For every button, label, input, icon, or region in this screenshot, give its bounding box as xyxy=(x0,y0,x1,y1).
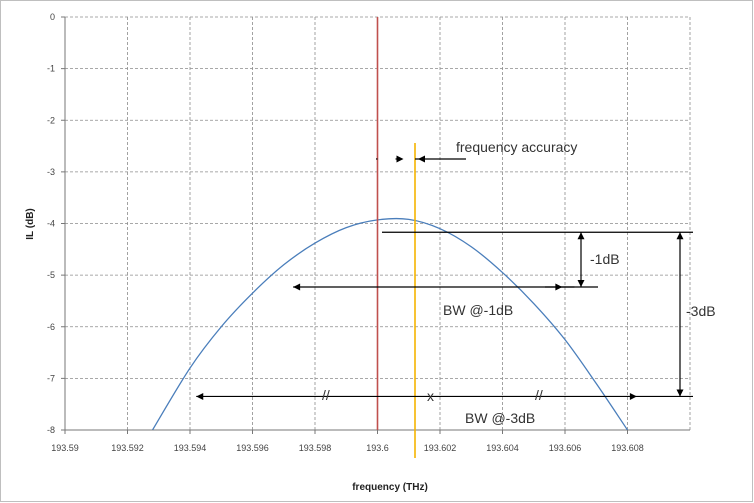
minus-1db-label: -1dB xyxy=(590,251,620,267)
x-tick-label: 193.608 xyxy=(611,443,644,453)
y-tick-label: -7 xyxy=(47,373,55,383)
minus-1db-arrowhead-down xyxy=(577,279,585,287)
break-mark-right: // xyxy=(535,387,543,403)
x-tick-label: 193.594 xyxy=(174,443,207,453)
minus-1db-arrowhead-up xyxy=(577,232,585,240)
x-tick-label: 193.606 xyxy=(549,443,582,453)
reference-lines xyxy=(376,17,416,458)
y-tick-label: 0 xyxy=(50,12,55,22)
x-tick-label: 193.59 xyxy=(51,443,79,453)
bw-1db-arrowhead-right xyxy=(555,283,563,291)
x-tick-label: 193.598 xyxy=(299,443,332,453)
y-tick-label: -6 xyxy=(47,322,55,332)
bw-3db-arrowhead-left xyxy=(196,392,204,400)
x-tick-label: 193.602 xyxy=(424,443,457,453)
bw-3db-label: BW @-3dB xyxy=(465,410,535,426)
freq-accuracy-arrowhead-left xyxy=(418,155,425,163)
minus-3db-arrowhead-up xyxy=(676,232,684,240)
annotation-layer xyxy=(196,155,693,400)
minus-3db-arrowhead-down xyxy=(676,389,684,397)
x-tick-label: 193.6 xyxy=(366,443,389,453)
y-axis-title: IL (dB) xyxy=(25,208,36,239)
x-tick-label: 193.592 xyxy=(111,443,144,453)
x-tick-labels: 193.59 193.592 193.594 193.596 193.598 193.6 1… xyxy=(51,443,644,453)
bw-1db-arrowhead-left xyxy=(293,283,301,291)
y-tick-label: -3 xyxy=(47,167,55,177)
x-tick-label: 193.604 xyxy=(486,443,519,453)
bw-1db-label: BW @-1dB xyxy=(443,302,513,318)
y-tick-label: -5 xyxy=(47,270,55,280)
y-tick-label: -8 xyxy=(47,425,55,435)
plot-area-axes xyxy=(61,16,690,434)
il-curve xyxy=(151,217,629,430)
y-tick-label: -1 xyxy=(47,64,55,74)
x-tick-label: 193.596 xyxy=(236,443,269,453)
series-layer xyxy=(151,217,629,430)
y-tick-label: -2 xyxy=(47,115,55,125)
freq-accuracy-label: frequency accuracy xyxy=(456,139,577,155)
center-mark: x xyxy=(427,388,434,404)
minus-3db-label: -3dB xyxy=(686,303,716,319)
break-mark-left: // xyxy=(322,387,330,403)
y-tick-labels: 0 -1 -2 -3 -4 -5 -6 -7 -8 xyxy=(47,12,55,435)
y-tick-label: -4 xyxy=(47,219,55,229)
freq-accuracy-arrowhead-right xyxy=(396,155,404,163)
x-axis-title: frequency (THz) xyxy=(352,482,428,493)
bw-3db-arrowhead-right xyxy=(629,392,637,400)
